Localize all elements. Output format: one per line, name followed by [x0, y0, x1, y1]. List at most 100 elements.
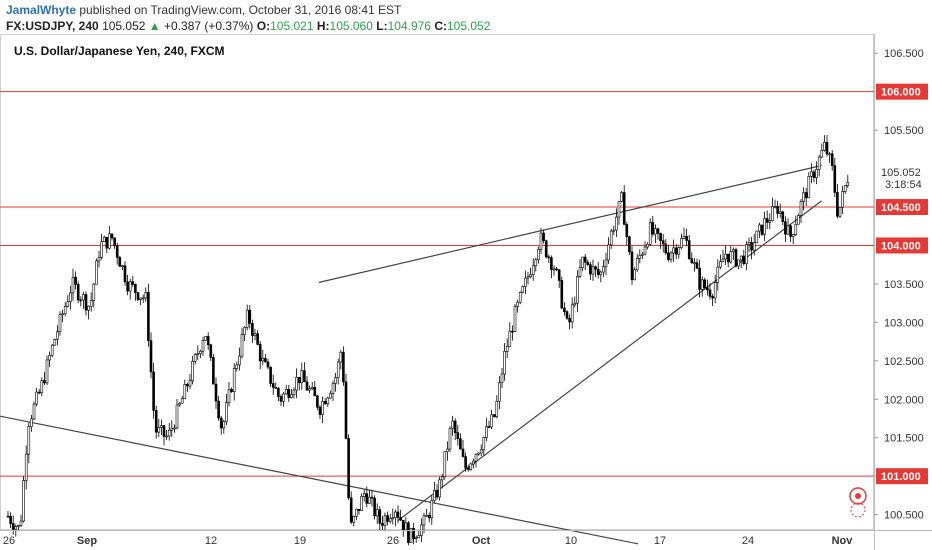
candle-body	[63, 305, 67, 315]
candle-body	[474, 453, 478, 462]
candle-body	[32, 403, 36, 420]
candle-body	[453, 420, 457, 433]
candle-body	[477, 452, 480, 455]
candle-body	[214, 383, 218, 402]
candle-body	[219, 417, 223, 429]
candle-body	[563, 307, 566, 312]
candle-body	[43, 380, 46, 384]
candlesticks	[6, 134, 850, 546]
y-tick-label: 103.500	[884, 279, 924, 291]
candle-body	[843, 185, 847, 192]
candle-body	[758, 224, 761, 232]
candle-body	[108, 233, 111, 249]
candle-body	[459, 438, 462, 450]
candle-body	[791, 234, 795, 237]
candle-body	[771, 206, 774, 222]
candle-body	[635, 258, 639, 271]
candle-body	[383, 515, 387, 526]
candle-body	[508, 330, 512, 347]
author-link[interactable]: JamalWhyte	[6, 3, 77, 17]
candle-body	[201, 340, 205, 352]
candle-body	[22, 480, 25, 522]
candle-body	[726, 253, 730, 263]
candle-body	[126, 281, 129, 292]
chart-header: JamalWhyte published on TradingView.com,…	[0, 0, 932, 34]
candle-body	[336, 361, 340, 378]
time-axis[interactable]: 26 Sep 12 19 26 Oct 10 17 24 Nov	[3, 535, 853, 547]
candle-body	[245, 309, 249, 328]
candle-body	[513, 306, 517, 332]
candle-body	[565, 311, 569, 319]
candle-body	[490, 414, 493, 428]
candle-body	[282, 393, 285, 402]
replay-icon[interactable]	[849, 487, 867, 518]
candle-body	[698, 267, 701, 290]
candle-body	[139, 297, 142, 300]
level-tag	[876, 83, 928, 100]
candle-body	[160, 425, 163, 428]
candle-body	[147, 291, 150, 341]
publish-info: published on TradingView.com, October 31…	[79, 3, 402, 17]
candle-body	[687, 240, 691, 259]
candle-body	[326, 397, 330, 405]
candle-body	[334, 377, 337, 384]
candle-body	[404, 522, 408, 531]
candle-body	[500, 373, 504, 383]
candle-body	[448, 427, 452, 450]
candle-body	[110, 233, 114, 239]
candle-body	[141, 297, 145, 300]
candle-body	[828, 153, 831, 156]
candle-body	[641, 253, 644, 256]
candle-body	[633, 269, 636, 281]
x-tick-label: 26	[3, 535, 15, 547]
candle-body	[737, 259, 740, 267]
candle-body	[739, 255, 743, 261]
candle-body	[347, 438, 350, 499]
candle-body	[375, 509, 379, 517]
candle-body	[48, 355, 51, 361]
candle-body	[765, 218, 769, 223]
candle-body	[732, 249, 735, 252]
trendline-descending[interactable]	[0, 415, 639, 545]
candle-body	[430, 500, 434, 519]
candle-body	[136, 292, 140, 300]
high-label: H:	[316, 19, 330, 33]
candle-body	[628, 236, 631, 253]
candle-body	[121, 265, 124, 267]
candle-body	[524, 277, 527, 287]
candle-body	[9, 516, 12, 524]
candle-body	[547, 256, 551, 259]
candle-body	[212, 357, 215, 385]
candle-body	[466, 467, 470, 470]
candle-body	[589, 264, 592, 275]
candle-body	[321, 401, 324, 415]
candle-body	[724, 253, 727, 260]
level-tag-label: 101.000	[881, 471, 921, 483]
low-label: L:	[376, 19, 388, 33]
candle-body	[388, 518, 392, 522]
trendline-channel-upper[interactable]	[318, 164, 822, 283]
candle-body	[433, 489, 436, 501]
candle-body	[128, 281, 132, 292]
up-arrow-icon: ▲	[148, 19, 161, 33]
candle-body	[807, 176, 811, 199]
price-axis[interactable]: 106.500 105.500 103.500 103.000 102.500 102.0…	[874, 48, 924, 522]
chart-area[interactable]: 106.500 105.500 103.500 103.000 102.500 102.0…	[0, 34, 932, 550]
candle-body	[368, 496, 371, 504]
y-tick-label: 105.500	[884, 125, 924, 137]
candle-body	[225, 402, 228, 422]
candle-body	[830, 153, 834, 166]
candle-body	[747, 242, 751, 245]
candle-body	[505, 346, 509, 352]
y-tick-label: 101.500	[884, 433, 924, 445]
candle-body	[76, 284, 80, 301]
candle-body	[316, 395, 319, 408]
x-tick-label: 12	[205, 535, 217, 547]
candle-body	[131, 281, 135, 285]
candle-body	[24, 453, 28, 481]
candle-body	[235, 364, 239, 369]
close-value: 105.052	[447, 19, 491, 33]
candle-body	[414, 537, 418, 540]
candle-body	[409, 527, 413, 543]
candle-body	[412, 527, 415, 539]
